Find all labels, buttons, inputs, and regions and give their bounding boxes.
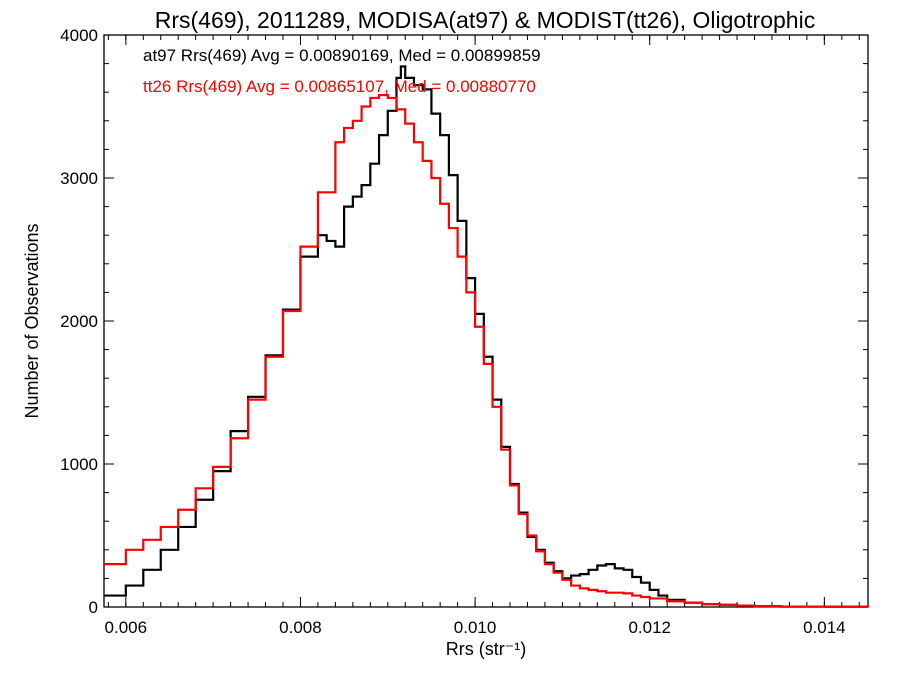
x-tick-label: 0.014 bbox=[803, 618, 846, 637]
x-tick-label: 0.010 bbox=[454, 618, 497, 637]
series-layer bbox=[104, 65, 870, 608]
legend-at97: at97 Rrs(469) Avg = 0.00890169, Med = 0.… bbox=[143, 46, 541, 65]
y-tick-label: 0 bbox=[89, 598, 98, 617]
plot-frame bbox=[103, 34, 869, 608]
x-axis-label: Rrs (str⁻¹) bbox=[446, 639, 526, 659]
x-tick-label: 0.008 bbox=[279, 618, 322, 637]
chart-title: Rrs(469), 2011289, MODISA(at97) & MODIST… bbox=[155, 7, 815, 33]
x-tick-label: 0.012 bbox=[628, 618, 671, 637]
y-tick-label: 3000 bbox=[60, 169, 98, 188]
y-axis-label: Number of Observations bbox=[22, 223, 42, 418]
legend-tt26: tt26 Rrs(469) Avg = 0.00865107, Med = 0.… bbox=[143, 77, 536, 96]
axis-ticks: 0.006 0.008 0.010 0.012 0.014 0 1000 2000 3000 40… bbox=[60, 26, 868, 637]
series-line-tt26 bbox=[104, 93, 870, 608]
y-tick-label: 1000 bbox=[60, 455, 98, 474]
x-tick-label: 0.006 bbox=[105, 618, 148, 637]
series-line-at97 bbox=[104, 65, 870, 608]
y-tick-label: 2000 bbox=[60, 312, 98, 331]
y-tick-label: 4000 bbox=[60, 26, 98, 45]
